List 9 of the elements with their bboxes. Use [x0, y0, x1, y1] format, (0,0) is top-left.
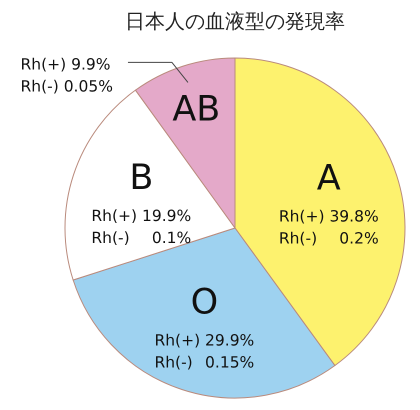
annotation: Rh(-) 0.1% [91, 229, 192, 248]
annotation: Rh(-) 0.15% [154, 354, 254, 372]
title: 日本人の血液型の発現率 [125, 9, 345, 33]
annotation: Rh(+) 9.9% [20, 55, 110, 74]
annotation: Rh(+) 19.9% [91, 207, 192, 226]
annotation: Rh(-) 0.2% [278, 230, 379, 248]
annotation: Rh(+) 39.8% [278, 208, 379, 226]
annotation: Rh(-) 0.05% [20, 77, 113, 96]
annotation: Rh(+) 29.9% [154, 332, 254, 350]
